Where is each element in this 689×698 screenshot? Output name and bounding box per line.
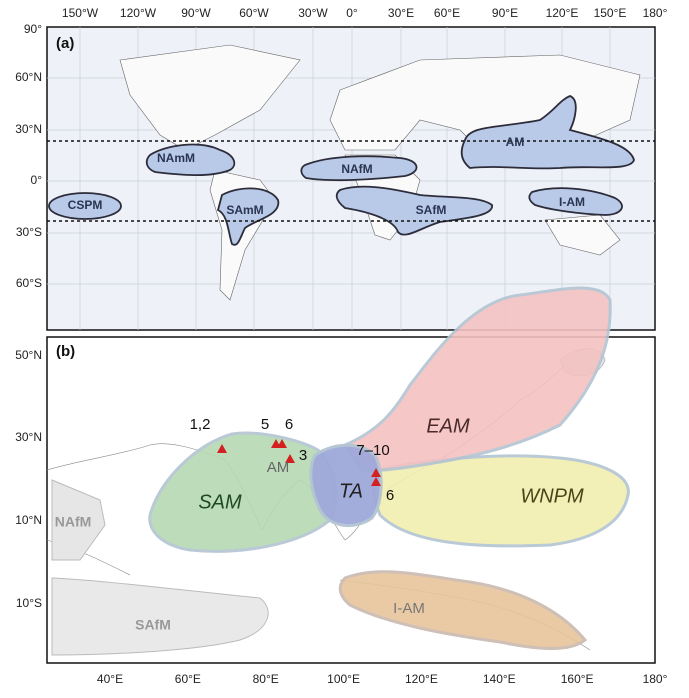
- region-label: SAM: [198, 491, 242, 513]
- region-shape: [51, 479, 106, 561]
- tick-label: 50°N: [15, 348, 42, 362]
- tick-label: 80°E: [253, 672, 279, 686]
- tick-label: 180°: [643, 672, 668, 686]
- tick-label: 60°W: [239, 6, 269, 20]
- tick-label: 160°E: [561, 672, 594, 686]
- region-label: SAmM: [226, 203, 263, 217]
- tick-label: 150°E: [594, 6, 627, 20]
- region-label: NAfM: [55, 514, 92, 530]
- region-shape: [342, 286, 612, 472]
- region-label: NAfM: [341, 162, 372, 176]
- tick-label: 120°E: [546, 6, 579, 20]
- tick-label: 10°N: [15, 513, 42, 527]
- tick-label: 30°S: [16, 225, 42, 239]
- site-label: 1,2: [190, 416, 211, 433]
- lon-ticks-b: 40°E 60°E 80°E 100°E 120°E 140°E 160°E 180°: [97, 672, 668, 686]
- tick-label: 100°E: [327, 672, 360, 686]
- tick-label: 60°S: [16, 276, 42, 290]
- region-shape: [51, 577, 269, 656]
- tick-label: 120°E: [405, 672, 438, 686]
- tick-label: 0°: [31, 173, 43, 187]
- region-label: I-AM: [559, 195, 585, 209]
- site-label: 7–10: [356, 442, 389, 459]
- panel-label: (b): [56, 343, 75, 360]
- tick-label: 10°S: [16, 596, 42, 610]
- tick-label: 140°E: [483, 672, 516, 686]
- site-label: 3: [299, 447, 307, 464]
- tick-label: 30°W: [298, 6, 328, 20]
- region-label: AM: [267, 459, 290, 476]
- tick-label: 60°N: [15, 70, 42, 84]
- tick-label: 120°W: [120, 6, 157, 20]
- tick-label: 150°W: [62, 6, 99, 20]
- lat-ticks-a: 90° 60°N 30°N 0° 30°S 60°S: [15, 22, 42, 290]
- site-label: 6: [386, 487, 394, 504]
- tick-label: 90°W: [181, 6, 211, 20]
- site-label: 6: [285, 416, 293, 433]
- region-label: SAfM: [135, 617, 171, 633]
- tick-label: 30°E: [388, 6, 414, 20]
- region-shape: [338, 570, 588, 650]
- region-label: TA: [339, 480, 363, 502]
- tick-label: 180°: [643, 6, 668, 20]
- region-label: AM: [506, 135, 525, 149]
- lon-ticks-a: 150°W 120°W 90°W 60°W 30°W 0° 30°E 60°E 90°E 120°…: [62, 6, 668, 20]
- tick-label: 90°: [24, 22, 42, 36]
- region-label: NAmM: [157, 151, 195, 165]
- region-shape: [372, 454, 630, 548]
- tick-label: 60°E: [434, 6, 460, 20]
- region-label: I-AM: [393, 600, 425, 617]
- tick-label: 0°: [346, 6, 358, 20]
- region-label: CSPM: [68, 198, 103, 212]
- monsoon-regions: [48, 95, 635, 246]
- site-markers: [217, 439, 381, 486]
- region-label: WNPM: [520, 485, 584, 507]
- tick-label: 60°E: [175, 672, 201, 686]
- tick-label: 30°N: [15, 122, 42, 136]
- tick-label: 30°N: [15, 430, 42, 444]
- region-label: SAfM: [416, 203, 447, 217]
- site-label: 5: [261, 416, 269, 433]
- tick-label: 40°E: [97, 672, 123, 686]
- region-shape: [309, 443, 383, 528]
- lat-ticks-b: 50°N 30°N 10°N 10°S: [15, 348, 42, 610]
- tick-label: 90°E: [492, 6, 518, 20]
- region-label: EAM: [426, 415, 470, 437]
- panel-label: (a): [56, 35, 74, 52]
